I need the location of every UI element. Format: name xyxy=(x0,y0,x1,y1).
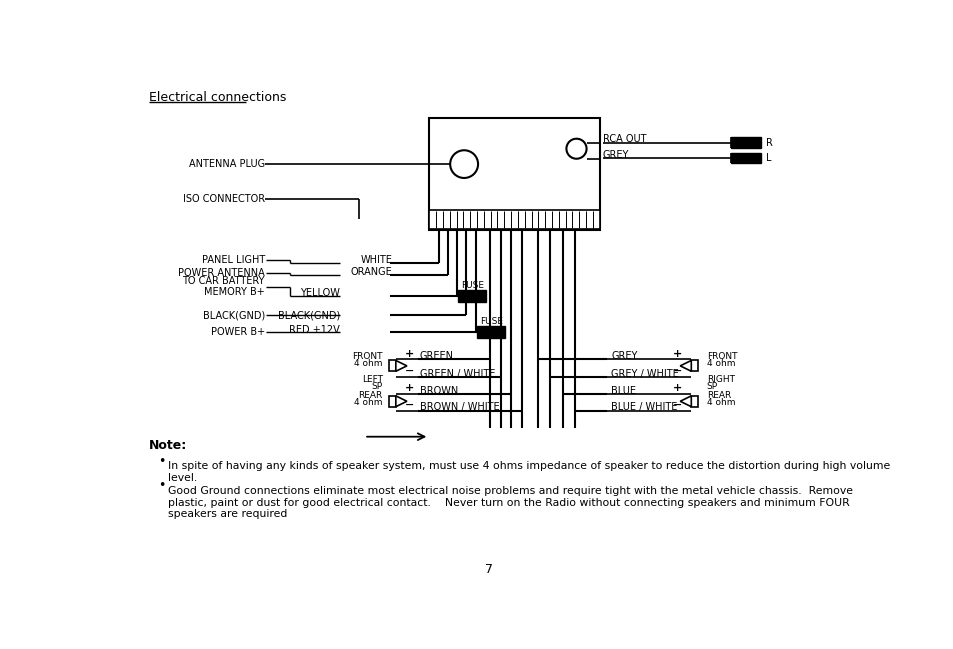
Polygon shape xyxy=(395,360,407,371)
Text: BLUE: BLUE xyxy=(611,386,636,395)
Text: PANEL LIGHT: PANEL LIGHT xyxy=(201,255,265,265)
Bar xyxy=(457,289,485,302)
Text: POWER B+: POWER B+ xyxy=(211,327,265,337)
Text: YELLOW: YELLOW xyxy=(300,288,340,299)
Circle shape xyxy=(450,151,477,178)
Text: TO CAR BATTERY
MEMORY B+: TO CAR BATTERY MEMORY B+ xyxy=(182,276,265,297)
Text: REAR: REAR xyxy=(358,391,382,400)
Text: BLUE / WHITE: BLUE / WHITE xyxy=(611,402,677,413)
Text: 4 ohm: 4 ohm xyxy=(354,398,382,408)
Text: +: + xyxy=(405,349,414,358)
Text: 4 ohm: 4 ohm xyxy=(354,359,382,368)
Text: BROWN / WHITE: BROWN / WHITE xyxy=(419,402,499,413)
Text: BLACK(GND): BLACK(GND) xyxy=(202,310,265,320)
Text: FUSE: FUSE xyxy=(480,317,503,326)
Text: 4 ohm: 4 ohm xyxy=(706,398,735,408)
Bar xyxy=(389,360,395,371)
Text: ORANGE: ORANGE xyxy=(350,267,392,277)
Bar xyxy=(691,396,697,407)
Text: +: + xyxy=(672,383,681,393)
Bar xyxy=(389,396,395,407)
Text: REAR: REAR xyxy=(706,391,730,400)
Polygon shape xyxy=(679,360,691,371)
Text: R: R xyxy=(765,138,772,147)
Text: LEFT: LEFT xyxy=(361,375,382,384)
Text: FRONT: FRONT xyxy=(706,352,737,361)
Bar xyxy=(429,210,599,229)
Polygon shape xyxy=(395,396,407,407)
Text: GREEN: GREEN xyxy=(419,351,454,361)
Text: •: • xyxy=(158,455,165,468)
Text: FUSE: FUSE xyxy=(460,280,483,289)
Text: −: − xyxy=(672,365,681,376)
Text: L: L xyxy=(765,153,770,163)
Bar xyxy=(691,360,697,371)
Text: •: • xyxy=(158,480,165,493)
Text: SP: SP xyxy=(706,382,717,391)
Text: +: + xyxy=(672,349,681,358)
Text: −: − xyxy=(672,399,681,410)
Text: Note:: Note: xyxy=(149,439,187,452)
Circle shape xyxy=(566,139,586,159)
Text: GREY / WHITE: GREY / WHITE xyxy=(611,369,679,378)
Text: In spite of having any kinds of speaker system, must use 4 ohms impedance of spe: In spite of having any kinds of speaker … xyxy=(168,461,889,483)
Text: RIGHT: RIGHT xyxy=(706,375,734,384)
Text: SP: SP xyxy=(372,382,382,391)
Text: WHITE: WHITE xyxy=(360,255,392,265)
Bar xyxy=(731,137,760,148)
Text: Electrical connections: Electrical connections xyxy=(149,91,286,104)
Text: BROWN: BROWN xyxy=(419,386,457,395)
Text: +: + xyxy=(405,383,414,393)
Bar xyxy=(731,153,760,164)
Text: RED +12V: RED +12V xyxy=(289,324,340,335)
Text: ANTENNA PLUG: ANTENNA PLUG xyxy=(189,159,265,169)
Text: GREEN / WHITE: GREEN / WHITE xyxy=(419,369,495,378)
Bar xyxy=(429,118,599,230)
Text: Good Ground connections eliminate most electrical noise problems and require tig: Good Ground connections eliminate most e… xyxy=(168,486,852,519)
Text: POWER ANTENNA: POWER ANTENNA xyxy=(178,267,265,278)
Text: RCA OUT: RCA OUT xyxy=(602,134,646,145)
Text: −: − xyxy=(405,399,415,410)
Text: GREY: GREY xyxy=(602,150,629,160)
Text: 7: 7 xyxy=(484,563,493,576)
Text: −: − xyxy=(405,365,415,376)
Text: BLACK(GND): BLACK(GND) xyxy=(277,310,340,320)
Bar xyxy=(476,326,505,338)
Text: 4 ohm: 4 ohm xyxy=(706,359,735,368)
Polygon shape xyxy=(679,396,691,407)
Text: FRONT: FRONT xyxy=(352,352,382,361)
Text: GREY: GREY xyxy=(611,351,638,361)
Text: ISO CONNECTOR: ISO CONNECTOR xyxy=(183,194,265,204)
